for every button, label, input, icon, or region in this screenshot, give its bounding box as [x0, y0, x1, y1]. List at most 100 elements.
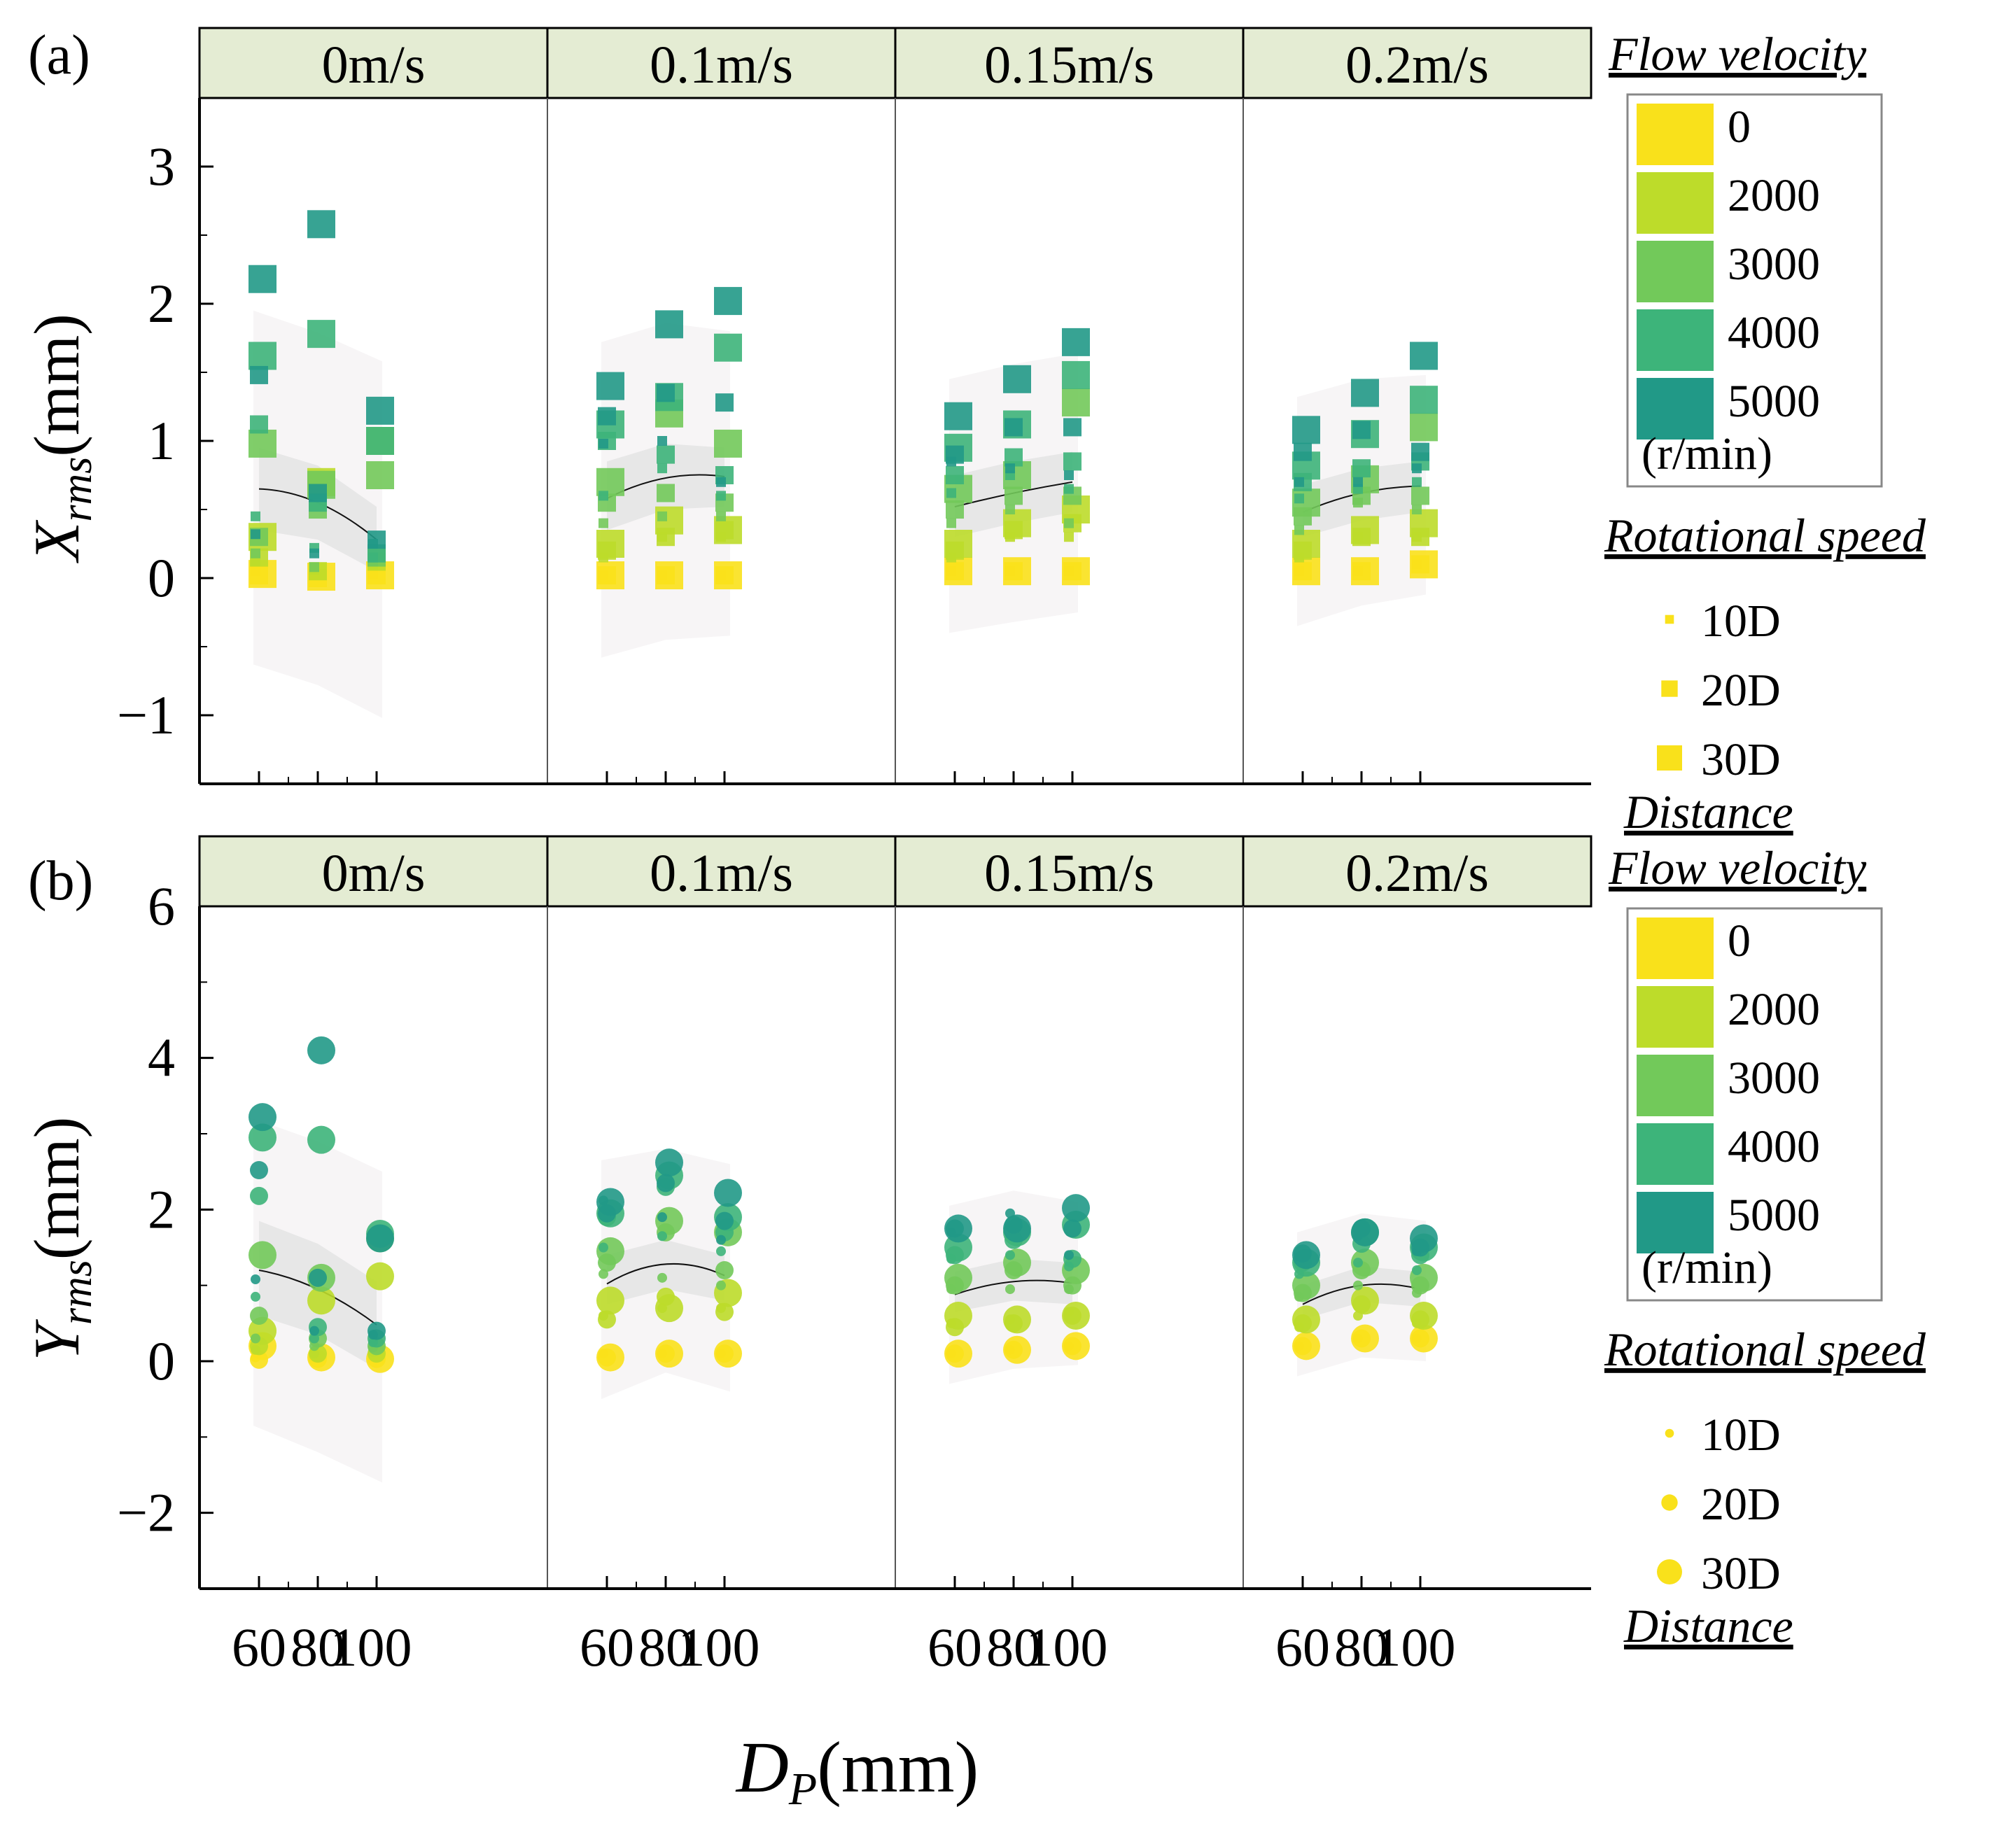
data-point	[1003, 557, 1031, 586]
legend-speed-label: 3000	[1728, 1053, 1820, 1104]
data-point	[1292, 1305, 1320, 1334]
x-tick-label: 60	[580, 1617, 634, 1678]
facet-0m/s: 0m/s	[198, 27, 549, 784]
panel-b-label: (b)	[28, 850, 93, 912]
data-point	[657, 445, 675, 464]
data-point	[1410, 1224, 1438, 1253]
x-tick-label: 60	[927, 1617, 982, 1678]
legend-distance-label: 30D	[1701, 734, 1781, 785]
legend-distance-label: 10D	[1701, 596, 1781, 647]
legend-speed-unit: (r/min)	[1642, 428, 1772, 479]
legend-distance-marker	[1657, 1559, 1682, 1584]
facet-strip	[546, 27, 897, 99]
legend-distance-marker	[1661, 680, 1678, 697]
data-point	[1005, 1284, 1015, 1295]
data-point	[1005, 505, 1015, 514]
data-point	[596, 1286, 624, 1315]
x-tick-label: 100	[330, 1617, 412, 1678]
data-point	[1063, 1219, 1082, 1238]
data-point	[251, 1291, 260, 1302]
legend-swatch	[1637, 241, 1714, 302]
data-point	[716, 477, 726, 487]
data-point	[1005, 1250, 1015, 1260]
data-point	[1351, 1286, 1379, 1315]
y-axis-title-a-main: X	[21, 519, 92, 564]
data-point	[944, 402, 972, 430]
data-point	[248, 1123, 276, 1152]
facet-strip	[198, 835, 549, 908]
legend-rotational-speed-title: Rotational speed	[1604, 1323, 1926, 1376]
data-point	[715, 1302, 734, 1321]
y-tick-label: 0	[148, 1330, 175, 1391]
x-axis-title-sub: P	[788, 1764, 817, 1815]
x-tick-label: 100	[1374, 1617, 1456, 1678]
legend-swatch	[1637, 172, 1714, 234]
data-point	[366, 396, 394, 425]
data-point	[368, 530, 386, 549]
data-point	[1292, 1332, 1320, 1361]
data-point	[251, 529, 260, 540]
legend-distance-marker	[1665, 1428, 1674, 1438]
data-point	[251, 1333, 260, 1344]
data-point	[1410, 342, 1438, 370]
legend-swatch	[1637, 1192, 1714, 1253]
data-point	[1003, 365, 1031, 393]
data-point	[1062, 328, 1090, 356]
data-point	[1294, 525, 1304, 535]
data-point	[251, 511, 260, 521]
data-point	[1062, 388, 1090, 417]
data-point	[248, 265, 276, 293]
data-point	[1412, 477, 1422, 487]
data-point	[1294, 477, 1304, 487]
data-point	[1292, 1241, 1320, 1270]
legend-speed-label: 2000	[1728, 170, 1820, 221]
data-point	[1410, 386, 1438, 414]
data-point	[714, 561, 742, 590]
data-point	[944, 1263, 972, 1292]
legend-distance-title: Distance	[1623, 785, 1793, 838]
data-point	[250, 1307, 268, 1325]
data-point	[1351, 557, 1379, 586]
data-point	[657, 1231, 667, 1242]
facet-0.15m/s: 0.15m/s	[894, 27, 1245, 784]
legend-flow-velocity-title: Flow velocity	[1608, 27, 1867, 80]
data-point	[716, 1235, 726, 1245]
legend-speed-label: 5000	[1728, 376, 1820, 427]
data-point	[944, 1340, 972, 1368]
legend-distance-title: Distance	[1623, 1599, 1793, 1652]
data-point	[251, 548, 260, 558]
y-tick-label: 0	[148, 547, 175, 608]
data-point	[944, 530, 972, 558]
facet-label: 0m/s	[322, 844, 426, 903]
confidence-band	[955, 1258, 1072, 1312]
data-point	[250, 1186, 268, 1205]
legend-speed-label: 3000	[1728, 239, 1820, 290]
data-point	[309, 562, 319, 572]
data-point	[1411, 442, 1429, 461]
panel-a: 0m/s 0.1m/s 0.15m/s 0.2m/s −1 0 1 2 3	[117, 27, 1592, 785]
y-axis-title-a-sub: rms	[53, 457, 101, 522]
data-point	[1410, 550, 1438, 579]
data-point	[309, 548, 319, 558]
x-axis-title: DP(mm)	[735, 1727, 979, 1815]
facet-strip	[894, 835, 1245, 908]
data-point	[366, 461, 394, 489]
data-point	[1294, 493, 1304, 504]
fit-line	[954, 1279, 1073, 1295]
data-point	[1062, 1302, 1090, 1330]
facet-label: 0.15m/s	[984, 36, 1154, 94]
y-axis-title-b-main: Y	[21, 1319, 92, 1361]
data-point	[1004, 486, 1023, 505]
data-point	[657, 436, 667, 446]
y-tick-label: 2	[148, 1179, 175, 1239]
y-axis-title-a-unit: (mm)	[21, 314, 92, 456]
legend-swatch	[1637, 1123, 1714, 1185]
data-point	[598, 438, 608, 449]
x-tick-label: 60	[232, 1617, 286, 1678]
data-point	[1412, 505, 1422, 514]
x-tick-label: 100	[1026, 1617, 1108, 1678]
data-point	[714, 287, 742, 316]
data-point	[944, 1302, 972, 1330]
y-tick-label: 3	[148, 136, 175, 197]
data-point	[248, 429, 276, 458]
